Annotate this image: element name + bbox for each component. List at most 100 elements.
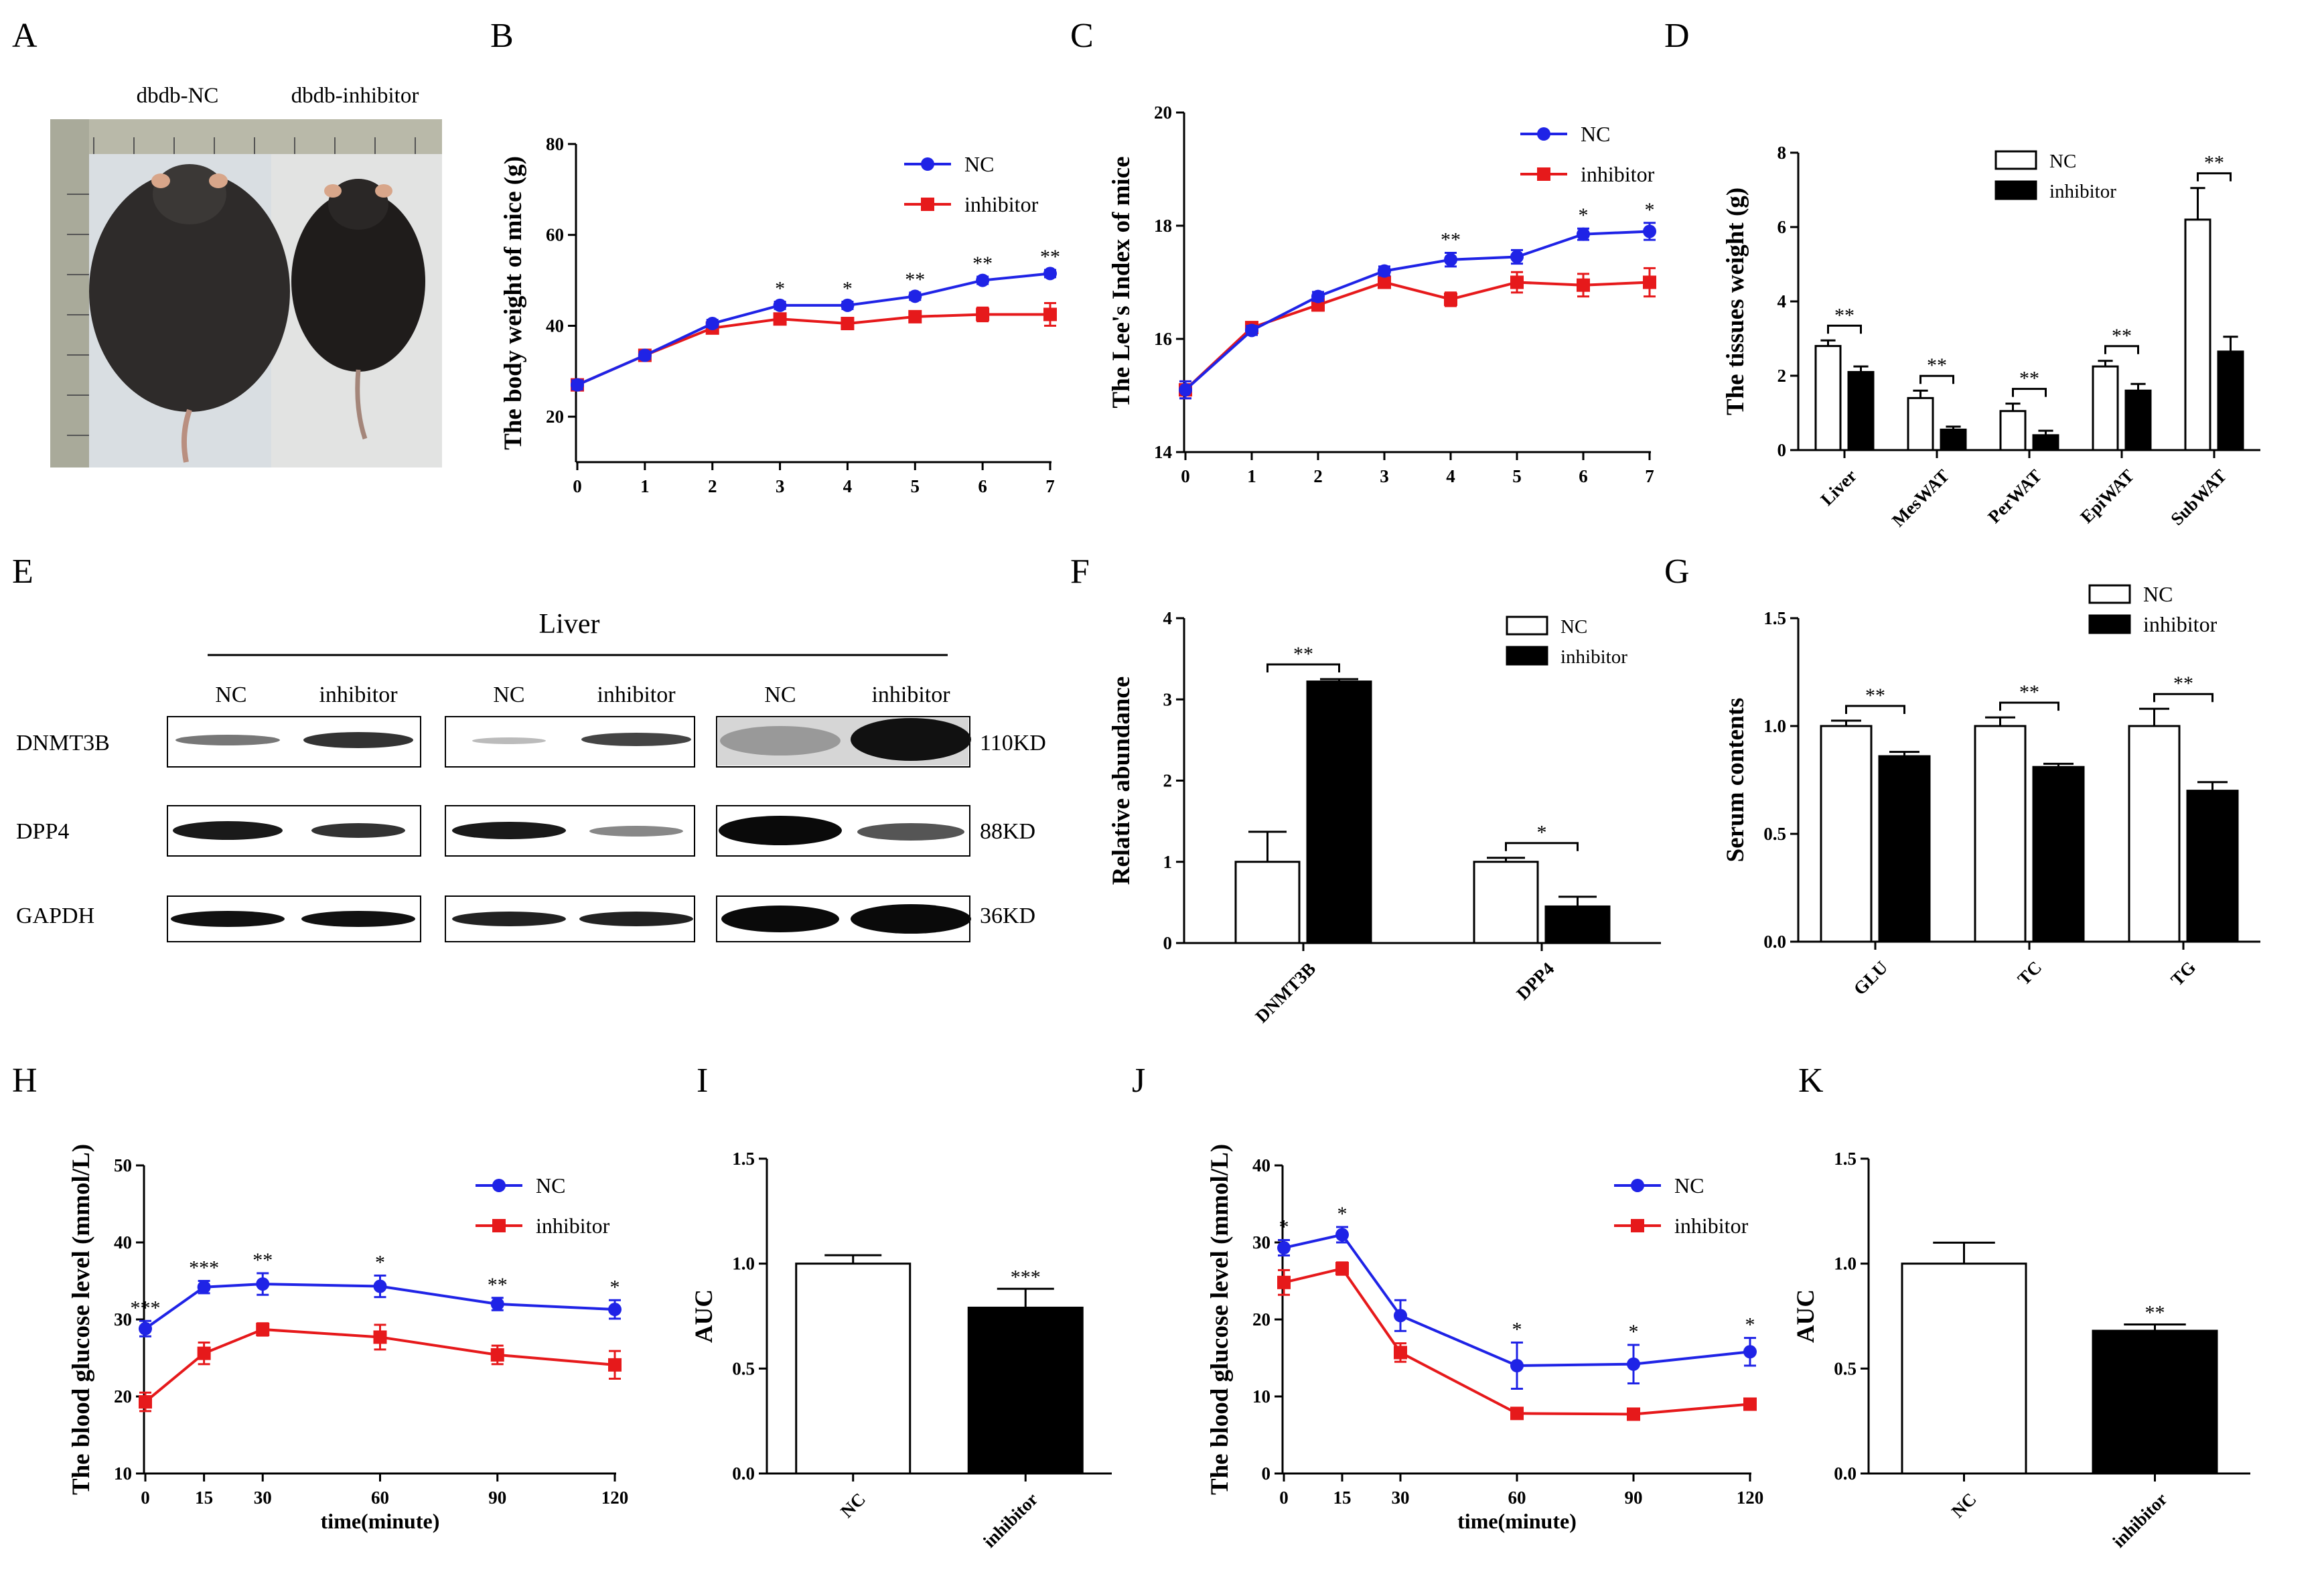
panel-label-f: F <box>1070 553 1090 591</box>
y-tick-label: 1.0 <box>732 1254 755 1274</box>
x-category-label: TC <box>2014 957 2046 989</box>
mouse-nc-head <box>153 164 226 224</box>
bar-nc <box>1814 345 1842 451</box>
legend-label: inhibitor <box>2049 181 2116 202</box>
data-point <box>1179 383 1192 397</box>
wb-lane-label: inhibitor <box>597 682 676 707</box>
data-point <box>373 1279 387 1293</box>
series-line-nc <box>577 272 1051 386</box>
bar-nc <box>795 1263 912 1475</box>
series-line-inhibitor <box>144 1327 615 1403</box>
legend-label: NC <box>1560 616 1587 638</box>
mouse-inhibitor-ear-right <box>375 184 392 198</box>
photo-label-nc: dbdb-NC <box>137 84 219 108</box>
mouse-inhibitor-tail <box>355 369 368 440</box>
wb-kd-label: 88KD <box>980 819 1035 844</box>
y-tick-label: 3 <box>1163 689 1173 709</box>
y-axis-title: Relative abundance <box>1108 676 1135 885</box>
significance-marker: * <box>375 1251 385 1273</box>
data-point <box>1444 253 1457 267</box>
bar-nc <box>2128 725 2181 943</box>
data-point <box>608 1358 622 1372</box>
significance-bracket <box>1266 663 1340 672</box>
legend-label: inhibitor <box>1674 1214 1749 1238</box>
y-tick-label: 30 <box>114 1309 132 1329</box>
series-line-inhibitor <box>1283 1267 1751 1416</box>
y-tick-label: 50 <box>114 1155 132 1175</box>
y-tick-label: 4 <box>1163 608 1173 628</box>
chart-body-weight: 20 40 60 80 The body weight of mice (g) 0 1 2 3 4… <box>500 134 1060 496</box>
panel-label-a: A <box>12 17 38 55</box>
significance-marker: ** <box>488 1274 508 1296</box>
significance-marker: *** <box>131 1297 161 1319</box>
data-point <box>976 307 990 321</box>
significance-marker: * <box>843 277 853 299</box>
y-tick-label: 0 <box>1163 933 1173 953</box>
significance-marker: * <box>1745 1314 1755 1336</box>
wb-lane-label: inhibitor <box>871 682 950 707</box>
y-axis-title: The tissues weight (g) <box>1722 188 1749 415</box>
x-category-label: EpiWAT <box>2076 465 2138 527</box>
wb-protein-label: DNMT3B <box>16 731 110 755</box>
significance-marker: ** <box>1293 643 1313 665</box>
bar-nc <box>2092 365 2119 451</box>
series-line-nc <box>1283 1233 1751 1368</box>
data-point <box>1335 1262 1349 1276</box>
data-point <box>608 1303 622 1317</box>
y-tick-label: 0 <box>1777 440 1787 460</box>
x-tick-label: 6 <box>1579 466 1588 486</box>
x-category-label: NC <box>1948 1489 1980 1522</box>
x-tick-label: 90 <box>1625 1488 1643 1508</box>
x-tick-label: 7 <box>1645 466 1654 486</box>
legend-label: inhibitor <box>2143 612 2218 636</box>
bar-nc <box>1820 725 1873 943</box>
ruler-left <box>50 119 89 467</box>
bar-inhibitor <box>2032 766 2085 943</box>
y-axis-title: The blood glucose level (mmol/L) <box>68 1144 95 1495</box>
wb-band <box>311 823 405 838</box>
chart-serum-contents: 0.0 0.5 1.0 1.5 Serum contents ** GLU ** TC ** TG N… <box>1722 582 2260 999</box>
significance-marker: ** <box>2204 152 2224 174</box>
significance-marker: ** <box>905 269 925 291</box>
significance-marker: * <box>1629 1321 1639 1343</box>
y-tick-label: 0.5 <box>1834 1358 1857 1378</box>
wb-band <box>851 904 971 934</box>
chart-gtt-auc: 0.0 0.5 1.0 1.5 AUC NC *** inhibitor <box>691 1149 1112 1551</box>
wb-band <box>589 826 683 837</box>
x-tick-label: 4 <box>1446 466 1455 486</box>
significance-marker: ** <box>252 1249 273 1271</box>
chart-itt-glucose: 0 10 20 30 40 The blood glucose level (mmol/L… <box>1206 1144 1763 1533</box>
legend-swatch-marker <box>1537 167 1550 181</box>
wb-band <box>721 906 839 932</box>
panel-label-e: E <box>12 553 33 591</box>
significance-marker: ** <box>2145 1302 2165 1324</box>
bar-inhibitor <box>1306 680 1372 944</box>
panel-label-k: K <box>1798 1062 1824 1100</box>
x-category-label: DNMT3B <box>1251 958 1319 1027</box>
y-tick-label: 40 <box>1252 1155 1270 1175</box>
series-line-nc <box>144 1283 615 1330</box>
data-point <box>773 312 787 326</box>
x-category-label: Liver <box>1816 465 1861 510</box>
data-point <box>1043 307 1057 321</box>
significance-marker: * <box>1279 1216 1289 1238</box>
data-point <box>841 317 855 331</box>
x-category-label: TG <box>2167 957 2199 990</box>
legend-label: NC <box>2143 582 2173 606</box>
legend-label: inhibitor <box>1560 646 1627 668</box>
y-tick-label: 40 <box>546 315 564 336</box>
data-point <box>1394 1309 1407 1323</box>
y-tick-label: 8 <box>1777 143 1787 163</box>
legend-swatch-inhibitor <box>2088 614 2131 634</box>
x-category-label: DPP4 <box>1512 958 1558 1004</box>
x-category-label: NC <box>837 1489 869 1522</box>
mouse-inhibitor-body <box>291 191 425 372</box>
y-tick-label: 60 <box>546 225 564 245</box>
bar-inhibitor <box>2124 389 2152 451</box>
data-point <box>1277 1275 1291 1289</box>
data-point <box>139 1321 152 1336</box>
significance-bracket <box>2153 693 2213 703</box>
panel-label-b: B <box>490 17 514 55</box>
bar-inhibitor <box>2186 790 2239 943</box>
significance-marker: ** <box>972 253 993 275</box>
